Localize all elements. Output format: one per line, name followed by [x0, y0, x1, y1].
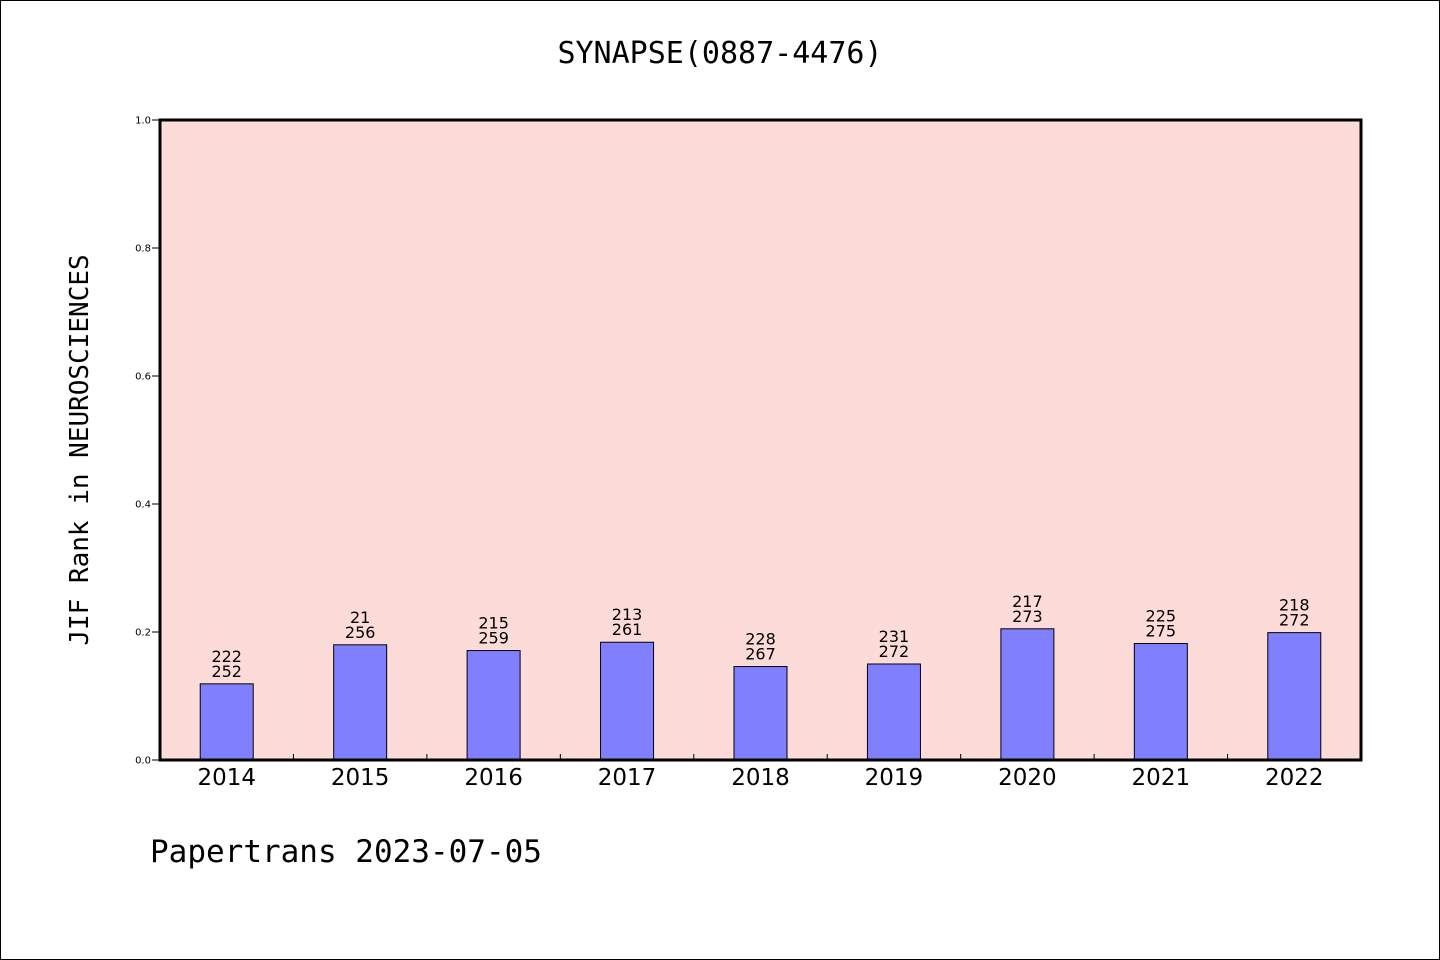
y-tick-label: 0.0: [135, 756, 151, 767]
y-tick-label: 1.0: [135, 116, 151, 127]
x-tick-label: 2016: [464, 765, 523, 791]
bar-total-label: 272: [1279, 611, 1310, 630]
x-tick-label: 2014: [197, 765, 256, 791]
bar: [1000, 628, 1055, 761]
y-tick-label: 0.6: [135, 372, 151, 383]
bar-rank-label: 228: [745, 630, 776, 649]
bar-total-label: 273: [1012, 607, 1043, 626]
x-tick-label: 2015: [331, 765, 390, 791]
y-tick-label: 0.8: [135, 244, 151, 255]
x-tick-label: 2018: [731, 765, 790, 791]
bar: [733, 666, 788, 761]
bar-rank-label: 217: [1012, 592, 1043, 611]
x-tick-label: 2020: [998, 765, 1057, 791]
bar: [1267, 632, 1322, 761]
bar-total-label: 272: [879, 642, 910, 661]
y-tick-label: 0.4: [135, 500, 151, 511]
bar-rank-label: 21: [350, 608, 370, 627]
plot-frame: [158, 118, 1363, 762]
bar-total-label: 261: [612, 620, 643, 639]
bar-total-label: 275: [1146, 622, 1177, 641]
bar-rank-label: 218: [1279, 596, 1310, 615]
x-tick-label: 2022: [1265, 765, 1324, 791]
bar: [333, 644, 388, 761]
bar: [600, 641, 655, 761]
footer-credit: Papertrans 2023-07-05: [150, 834, 542, 870]
bar: [1133, 643, 1188, 761]
bar-total-label: 259: [478, 629, 509, 648]
x-tick-label: 2021: [1132, 765, 1191, 791]
bar: [199, 683, 254, 761]
bar-rank-label: 215: [478, 614, 509, 633]
chart-title: SYNAPSE(0887-4476): [557, 36, 883, 71]
bar-total-label: 267: [745, 645, 776, 664]
bar: [466, 650, 521, 761]
bar-total-label: 256: [345, 623, 376, 642]
x-ticks-group: 2014 2015 2016 2017 2018 2019 2020 2021 2022: [197, 754, 1324, 791]
bar: [866, 663, 921, 761]
bar-rank-label: 225: [1146, 607, 1177, 626]
bar-rank-label: 231: [879, 627, 910, 646]
bars-group: [199, 628, 1322, 761]
bar-rank-label: 222: [211, 647, 242, 666]
bar-rank-label: 213: [612, 605, 643, 624]
y-ticks-group: 0.0 0.2 0.4 0.6 0.8 1.0: [135, 116, 160, 767]
y-tick-label: 0.2: [135, 628, 151, 639]
x-tick-label: 2017: [598, 765, 657, 791]
bar-total-label: 252: [211, 662, 242, 681]
x-tick-label: 2019: [865, 765, 924, 791]
